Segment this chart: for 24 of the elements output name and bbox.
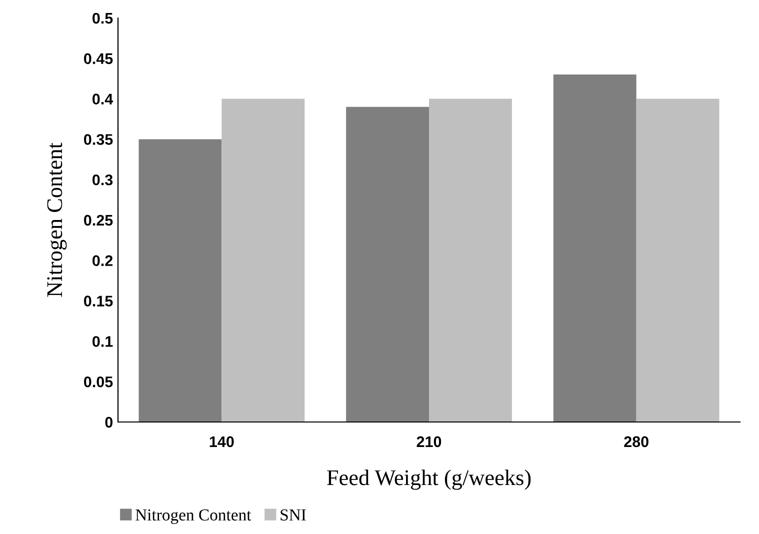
- bar: [429, 98, 512, 422]
- y-tick-label: 0.35: [84, 134, 113, 145]
- legend-label: SNI: [280, 509, 306, 521]
- y-tick-label: 0.3: [92, 174, 113, 186]
- bar: [636, 98, 720, 422]
- x-axis-title: Feed Weight (g/weeks): [327, 470, 531, 490]
- y-axis-title: Nitrogen Content: [47, 142, 67, 297]
- y-tick-label: 0.15: [84, 296, 113, 306]
- y-tick-label: 0.2: [92, 255, 113, 266]
- y-tick-label: 0: [105, 416, 113, 428]
- y-tick-label: 0.4: [92, 94, 114, 104]
- y-tick-label: 0.45: [84, 53, 113, 64]
- bar: [553, 74, 636, 422]
- bar: [346, 106, 429, 422]
- y-tick-label: 0.1: [92, 336, 113, 347]
- x-tick-label: 280: [624, 436, 648, 448]
- bar: [222, 98, 305, 422]
- x-tick-label: 210: [416, 436, 442, 448]
- y-tick-label: 0.25: [84, 214, 113, 226]
- bar: [138, 139, 222, 422]
- legend-label: Nitrogen Content: [136, 509, 252, 524]
- y-tick-label: 0.5: [92, 12, 113, 24]
- x-tick-label: 140: [210, 436, 234, 448]
- y-tick-label: 0.05: [84, 376, 113, 388]
